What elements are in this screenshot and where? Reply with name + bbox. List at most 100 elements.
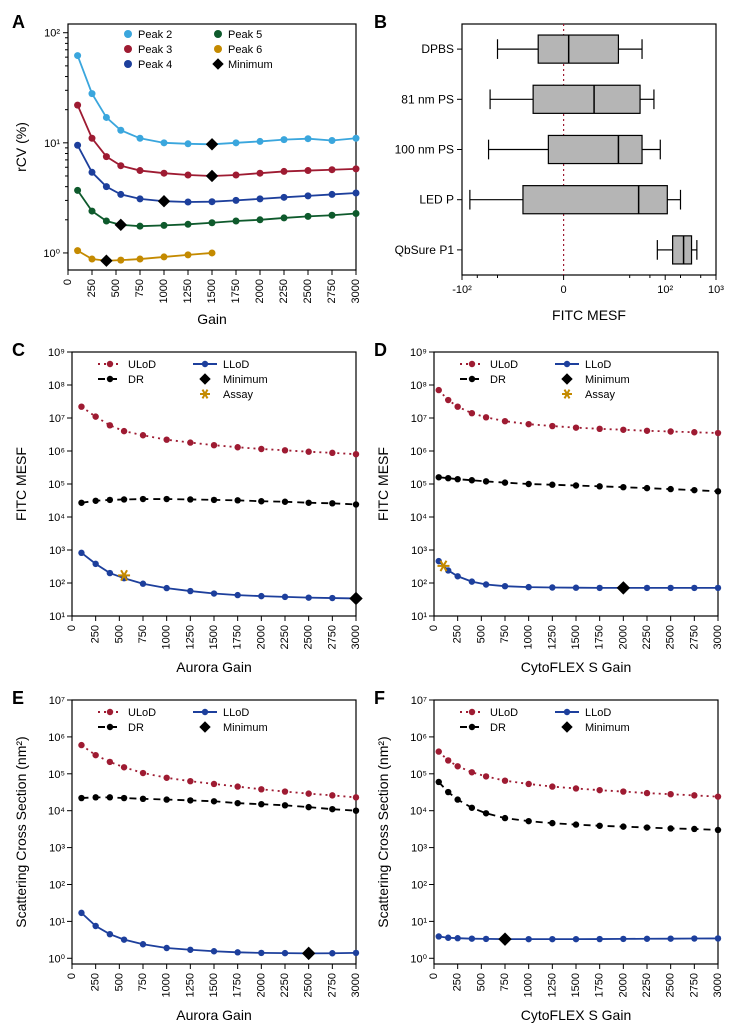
- svg-text:10⁰: 10⁰: [43, 248, 60, 260]
- svg-text:2500: 2500: [303, 625, 315, 649]
- svg-text:250: 250: [86, 279, 98, 297]
- svg-text:10⁹: 10⁹: [410, 347, 427, 359]
- svg-text:10⁰: 10⁰: [410, 953, 427, 965]
- svg-text:1250: 1250: [546, 973, 558, 997]
- svg-text:2000: 2000: [255, 973, 267, 997]
- panel-b: B-10²010²10³DPBS81 nm PS100 nm PSLED PQb…: [372, 10, 728, 330]
- svg-text:250: 250: [90, 973, 102, 991]
- svg-text:3000: 3000: [712, 625, 724, 649]
- svg-text:1250: 1250: [546, 625, 558, 649]
- svg-text:10²: 10²: [657, 284, 673, 296]
- svg-text:Peak 3: Peak 3: [138, 44, 172, 56]
- svg-text:2500: 2500: [665, 625, 677, 649]
- svg-text:3000: 3000: [350, 279, 362, 303]
- svg-text:Gain: Gain: [197, 311, 227, 327]
- svg-text:LLoD: LLoD: [585, 359, 611, 371]
- svg-text:1000: 1000: [158, 279, 170, 303]
- panel-c: C025050075010001250150017502000225025002…: [10, 338, 366, 678]
- svg-text:1500: 1500: [208, 973, 220, 997]
- label-e: E: [12, 688, 24, 709]
- svg-text:10⁷: 10⁷: [49, 695, 65, 707]
- svg-text:Peak 5: Peak 5: [228, 29, 262, 41]
- svg-text:10⁴: 10⁴: [410, 512, 427, 524]
- svg-text:0: 0: [428, 625, 440, 631]
- svg-text:10³: 10³: [411, 843, 427, 855]
- label-f: F: [374, 688, 385, 709]
- svg-text:0: 0: [62, 279, 74, 285]
- svg-text:10⁶: 10⁶: [410, 732, 427, 744]
- svg-text:2250: 2250: [641, 973, 653, 997]
- svg-text:10⁸: 10⁸: [48, 380, 65, 392]
- svg-text:1500: 1500: [570, 973, 582, 997]
- svg-text:LLoD: LLoD: [585, 707, 611, 719]
- svg-text:1750: 1750: [594, 625, 606, 649]
- svg-text:10⁴: 10⁴: [48, 512, 65, 524]
- svg-text:10⁶: 10⁶: [48, 732, 65, 744]
- svg-text:10²: 10²: [411, 879, 427, 891]
- svg-text:250: 250: [452, 625, 464, 643]
- svg-text:1250: 1250: [182, 279, 194, 303]
- svg-text:Scattering Cross Section (nm²): Scattering Cross Section (nm²): [13, 736, 29, 927]
- svg-text:10⁵: 10⁵: [48, 769, 65, 781]
- svg-text:DPBS: DPBS: [421, 42, 454, 56]
- svg-text:LLoD: LLoD: [223, 359, 249, 371]
- svg-text:Minimum: Minimum: [223, 722, 268, 734]
- svg-text:-10²: -10²: [452, 284, 472, 296]
- label-b: B: [374, 12, 387, 33]
- svg-text:750: 750: [134, 279, 146, 297]
- panel-e: E025050075010001250150017502000225025002…: [10, 686, 366, 1026]
- svg-text:0: 0: [66, 973, 78, 979]
- svg-text:ULoD: ULoD: [490, 359, 518, 371]
- svg-text:10²: 10²: [49, 578, 65, 590]
- svg-text:10²: 10²: [49, 879, 65, 891]
- svg-text:500: 500: [475, 973, 487, 991]
- svg-text:81 nm PS: 81 nm PS: [401, 92, 454, 106]
- svg-text:10⁰: 10⁰: [48, 953, 65, 965]
- svg-text:10³: 10³: [411, 545, 427, 557]
- svg-text:1250: 1250: [184, 973, 196, 997]
- svg-text:Peak 6: Peak 6: [228, 44, 262, 56]
- svg-text:10²: 10²: [411, 578, 427, 590]
- svg-text:10⁶: 10⁶: [410, 446, 427, 458]
- svg-text:Minimum: Minimum: [585, 374, 630, 386]
- svg-text:1000: 1000: [523, 973, 535, 997]
- svg-text:750: 750: [499, 973, 511, 991]
- svg-text:10³: 10³: [708, 284, 724, 296]
- svg-text:2000: 2000: [617, 625, 629, 649]
- svg-text:10⁵: 10⁵: [410, 769, 427, 781]
- svg-text:rCV (%): rCV (%): [13, 122, 29, 172]
- svg-text:10⁷: 10⁷: [411, 413, 427, 425]
- svg-text:10⁴: 10⁴: [48, 806, 65, 818]
- panel-d: D025050075010001250150017502000225025002…: [372, 338, 728, 678]
- svg-text:2500: 2500: [665, 973, 677, 997]
- svg-text:0: 0: [561, 284, 567, 296]
- svg-text:3000: 3000: [350, 625, 362, 649]
- svg-text:Scattering Cross Section (nm²): Scattering Cross Section (nm²): [375, 736, 391, 927]
- svg-text:1750: 1750: [594, 973, 606, 997]
- svg-text:DR: DR: [490, 374, 506, 386]
- svg-text:2750: 2750: [326, 279, 338, 303]
- svg-text:1750: 1750: [232, 973, 244, 997]
- label-d: D: [374, 340, 387, 361]
- svg-text:0: 0: [428, 973, 440, 979]
- svg-text:750: 750: [137, 625, 149, 643]
- svg-text:Assay: Assay: [585, 389, 615, 401]
- svg-text:10¹: 10¹: [44, 138, 60, 150]
- svg-text:QbSure P1: QbSure P1: [395, 243, 455, 257]
- svg-text:Peak 4: Peak 4: [138, 59, 172, 71]
- svg-text:2750: 2750: [326, 973, 338, 997]
- svg-text:1750: 1750: [232, 625, 244, 649]
- svg-text:CytoFLEX S Gain: CytoFLEX S Gain: [521, 1007, 632, 1023]
- svg-text:10³: 10³: [49, 843, 65, 855]
- svg-text:100 nm PS: 100 nm PS: [395, 143, 454, 157]
- svg-text:2250: 2250: [279, 625, 291, 649]
- svg-text:250: 250: [90, 625, 102, 643]
- svg-text:CytoFLEX S Gain: CytoFLEX S Gain: [521, 659, 632, 675]
- svg-text:1500: 1500: [206, 279, 218, 303]
- svg-text:1000: 1000: [161, 625, 173, 649]
- svg-text:1000: 1000: [161, 973, 173, 997]
- svg-text:10⁹: 10⁹: [48, 347, 65, 359]
- svg-text:2000: 2000: [254, 279, 266, 303]
- svg-text:10⁷: 10⁷: [411, 695, 427, 707]
- svg-text:0: 0: [66, 625, 78, 631]
